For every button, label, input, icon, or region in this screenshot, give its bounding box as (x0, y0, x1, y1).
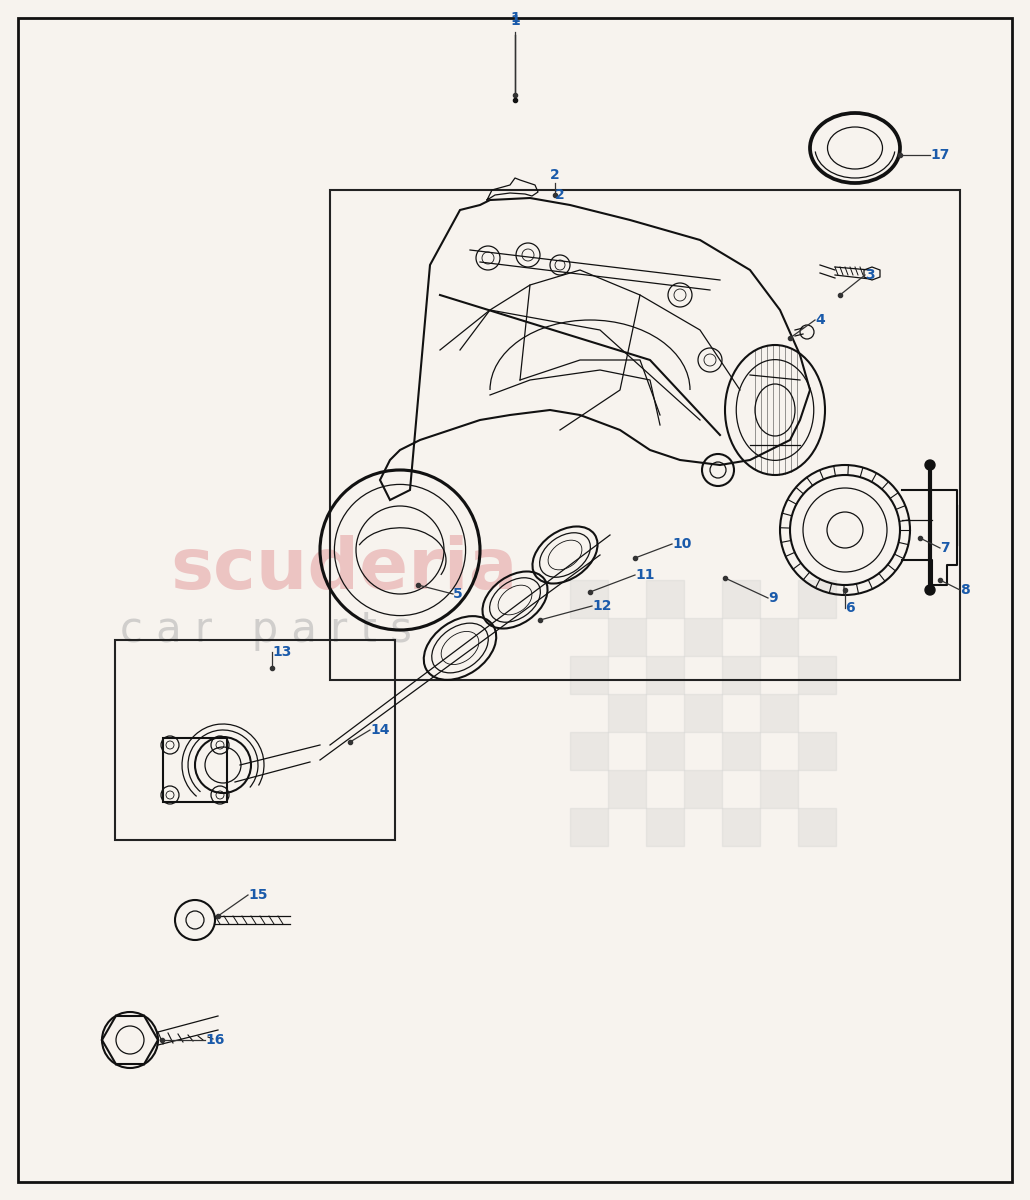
Text: scuderia: scuderia (170, 535, 517, 605)
Bar (330, 190, 960, 680)
Bar (570, 580, 608, 618)
Text: 6: 6 (845, 601, 855, 614)
Bar (798, 808, 836, 846)
Bar (646, 656, 684, 694)
Text: 7: 7 (940, 541, 950, 554)
Bar (722, 656, 760, 694)
Bar (115, 640, 394, 840)
Text: 3: 3 (865, 268, 874, 282)
Text: 2: 2 (550, 168, 560, 182)
Bar (722, 808, 760, 846)
Text: 12: 12 (592, 599, 612, 613)
Bar (646, 808, 684, 846)
Bar (722, 732, 760, 770)
Text: 2: 2 (555, 188, 564, 202)
Bar (684, 770, 722, 808)
Text: 10: 10 (672, 538, 691, 551)
Text: 14: 14 (370, 722, 389, 737)
Bar (760, 770, 798, 808)
Text: 8: 8 (960, 583, 970, 596)
Bar (570, 808, 608, 846)
Text: 1: 1 (510, 14, 520, 28)
Circle shape (925, 460, 935, 470)
Text: 16: 16 (205, 1033, 225, 1046)
Text: 15: 15 (248, 888, 268, 902)
Text: 11: 11 (636, 568, 654, 582)
Bar (570, 656, 608, 694)
Bar (646, 580, 684, 618)
Bar (684, 618, 722, 656)
Text: 13: 13 (272, 646, 291, 659)
Text: c a r   p a r t s: c a r p a r t s (121, 608, 412, 650)
Text: 4: 4 (815, 313, 825, 326)
Bar (608, 770, 646, 808)
Bar (722, 580, 760, 618)
Bar (570, 732, 608, 770)
Text: 17: 17 (930, 148, 950, 162)
Bar (760, 694, 798, 732)
Bar (646, 732, 684, 770)
Bar (608, 618, 646, 656)
Bar (684, 694, 722, 732)
Bar (608, 694, 646, 732)
Text: 1: 1 (510, 11, 520, 25)
Text: 9: 9 (768, 590, 778, 605)
Bar (760, 618, 798, 656)
Circle shape (925, 584, 935, 595)
Bar (798, 732, 836, 770)
Bar (798, 580, 836, 618)
Text: 5: 5 (453, 587, 462, 601)
Bar (798, 656, 836, 694)
